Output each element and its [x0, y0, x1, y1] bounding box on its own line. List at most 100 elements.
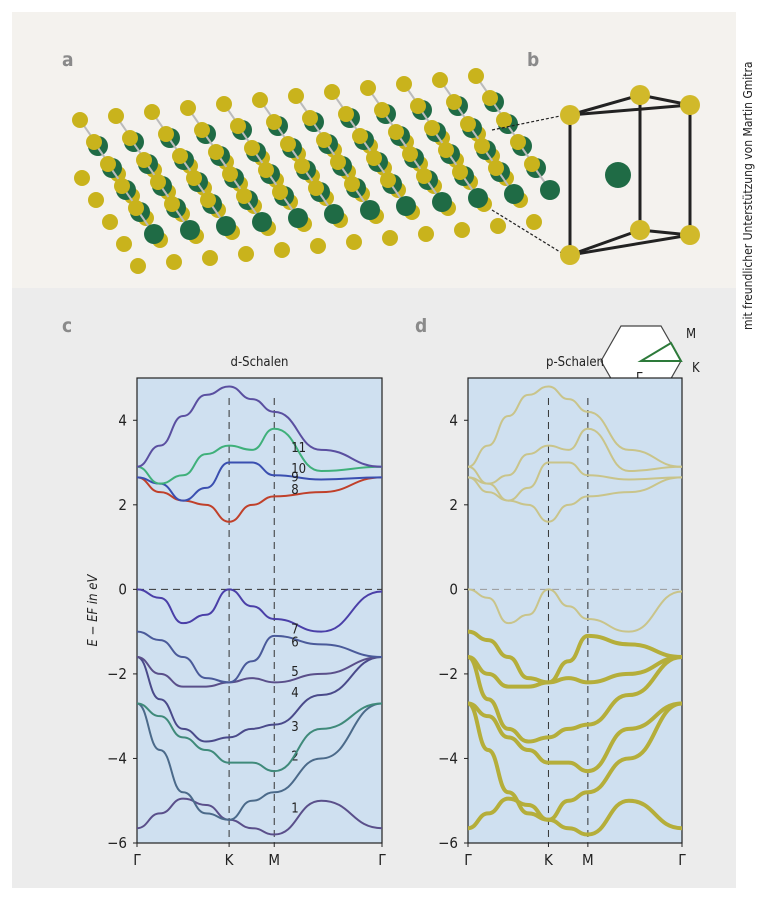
chalcogen-atom — [474, 138, 490, 154]
y-tick-label: 0 — [449, 580, 458, 598]
chalcogen-atom — [136, 152, 152, 168]
y-tick-label: −4 — [107, 749, 127, 767]
chalcogen-atom — [280, 136, 296, 152]
chalcogen-atom — [438, 142, 454, 158]
metal-atom — [180, 220, 200, 240]
metal-atom — [396, 196, 416, 216]
chalcogen-atom — [482, 90, 498, 106]
chalcogen-atom — [316, 132, 332, 148]
metal-atom — [605, 162, 631, 188]
chalcogen-atom — [72, 112, 88, 128]
band-label: 11 — [291, 441, 306, 456]
chalcogen-atom — [166, 254, 182, 270]
chalcogen-atom — [382, 230, 398, 246]
panel-label: c — [62, 315, 72, 337]
figure: a b c d mit freundlicher Unterstützung v… — [0, 0, 764, 901]
chalcogen-atom — [330, 154, 346, 170]
chalcogen-atom — [490, 218, 506, 234]
y-tick-label: −6 — [107, 834, 127, 852]
band-label: 1 — [291, 802, 298, 817]
chalcogen-atom — [310, 238, 326, 254]
chalcogen-atom — [402, 146, 418, 162]
chalcogen-atom — [374, 102, 390, 118]
chalcogen-atom — [208, 144, 224, 160]
chalcogen-atom — [294, 158, 310, 174]
metal-atom — [360, 200, 380, 220]
chalcogen-atom — [510, 134, 526, 150]
chalcogen-atom — [560, 245, 580, 265]
chalcogen-atom — [116, 236, 132, 252]
chalcogen-atom — [164, 196, 180, 212]
metal-atom — [252, 212, 272, 232]
chalcogen-atom — [180, 100, 196, 116]
chalcogen-atom — [346, 234, 362, 250]
chalcogen-atom — [680, 225, 700, 245]
chalcogen-atom — [144, 104, 160, 120]
inset-label: M — [686, 327, 696, 342]
x-tick-label: M — [268, 851, 280, 869]
chalcogen-atom — [88, 192, 104, 208]
chalcogen-atom — [252, 92, 268, 108]
chalcogen-atom — [272, 184, 288, 200]
page: {"figure": {"panel_labels": ["a", "b", "… — [0, 0, 764, 901]
chalcogen-atom — [524, 156, 540, 172]
chalcogen-atom — [302, 110, 318, 126]
chalcogen-atom — [432, 72, 448, 88]
y-axis-label: E − EF in eV — [86, 573, 101, 646]
chalcogen-atom — [114, 178, 130, 194]
chalcogen-atom — [454, 222, 470, 238]
chalcogen-atom — [416, 168, 432, 184]
metal-atom — [540, 180, 560, 200]
chalcogen-atom — [488, 160, 504, 176]
chalcogen-atom — [158, 126, 174, 142]
chalcogen-atom — [108, 108, 124, 124]
metal-atom — [216, 216, 236, 236]
band-label: 5 — [291, 665, 298, 680]
chalcogen-atom — [418, 226, 434, 242]
chart-title: d-Schalen — [231, 355, 289, 370]
y-tick-label: −4 — [438, 749, 458, 767]
x-tick-label: K — [225, 851, 235, 869]
x-tick-label: Γ — [678, 851, 686, 869]
chalcogen-atom — [238, 246, 254, 262]
chalcogen-atom — [200, 192, 216, 208]
chalcogen-atom — [366, 150, 382, 166]
metal-atom — [432, 192, 452, 212]
chalcogen-atom — [460, 116, 476, 132]
chalcogen-atom — [244, 140, 260, 156]
chalcogen-atom — [266, 114, 282, 130]
chalcogen-atom — [74, 170, 90, 186]
chalcogen-atom — [216, 96, 232, 112]
chalcogen-atom — [100, 156, 116, 172]
chalcogen-atom — [202, 250, 218, 266]
x-tick-label: Γ — [133, 851, 141, 869]
chalcogen-atom — [352, 128, 368, 144]
chalcogen-atom — [452, 164, 468, 180]
band-label: 7 — [291, 623, 298, 638]
chalcogen-atom — [338, 106, 354, 122]
x-tick-label: M — [582, 851, 594, 869]
chalcogen-atom — [236, 188, 252, 204]
chalcogen-atom — [222, 166, 238, 182]
metal-atom — [504, 184, 524, 204]
y-tick-label: 0 — [118, 580, 127, 598]
panel-label: b — [527, 49, 539, 71]
chalcogen-atom — [344, 176, 360, 192]
y-tick-label: −2 — [438, 665, 458, 683]
chalcogen-atom — [308, 180, 324, 196]
chalcogen-atom — [380, 172, 396, 188]
chalcogen-atom — [130, 258, 146, 274]
chalcogen-atom — [424, 120, 440, 136]
metal-atom — [324, 204, 344, 224]
band-label: 4 — [291, 686, 298, 701]
chalcogen-atom — [360, 80, 376, 96]
chalcogen-atom — [630, 220, 650, 240]
x-tick-label: Γ — [378, 851, 386, 869]
x-tick-label: Γ — [464, 851, 472, 869]
credit: mit freundlicher Unterstützung von Marti… — [741, 61, 755, 330]
chalcogen-atom — [446, 94, 462, 110]
chalcogen-atom — [150, 174, 166, 190]
chalcogen-atom — [396, 76, 412, 92]
y-tick-label: −2 — [107, 665, 127, 683]
inset-label: K — [692, 361, 700, 376]
